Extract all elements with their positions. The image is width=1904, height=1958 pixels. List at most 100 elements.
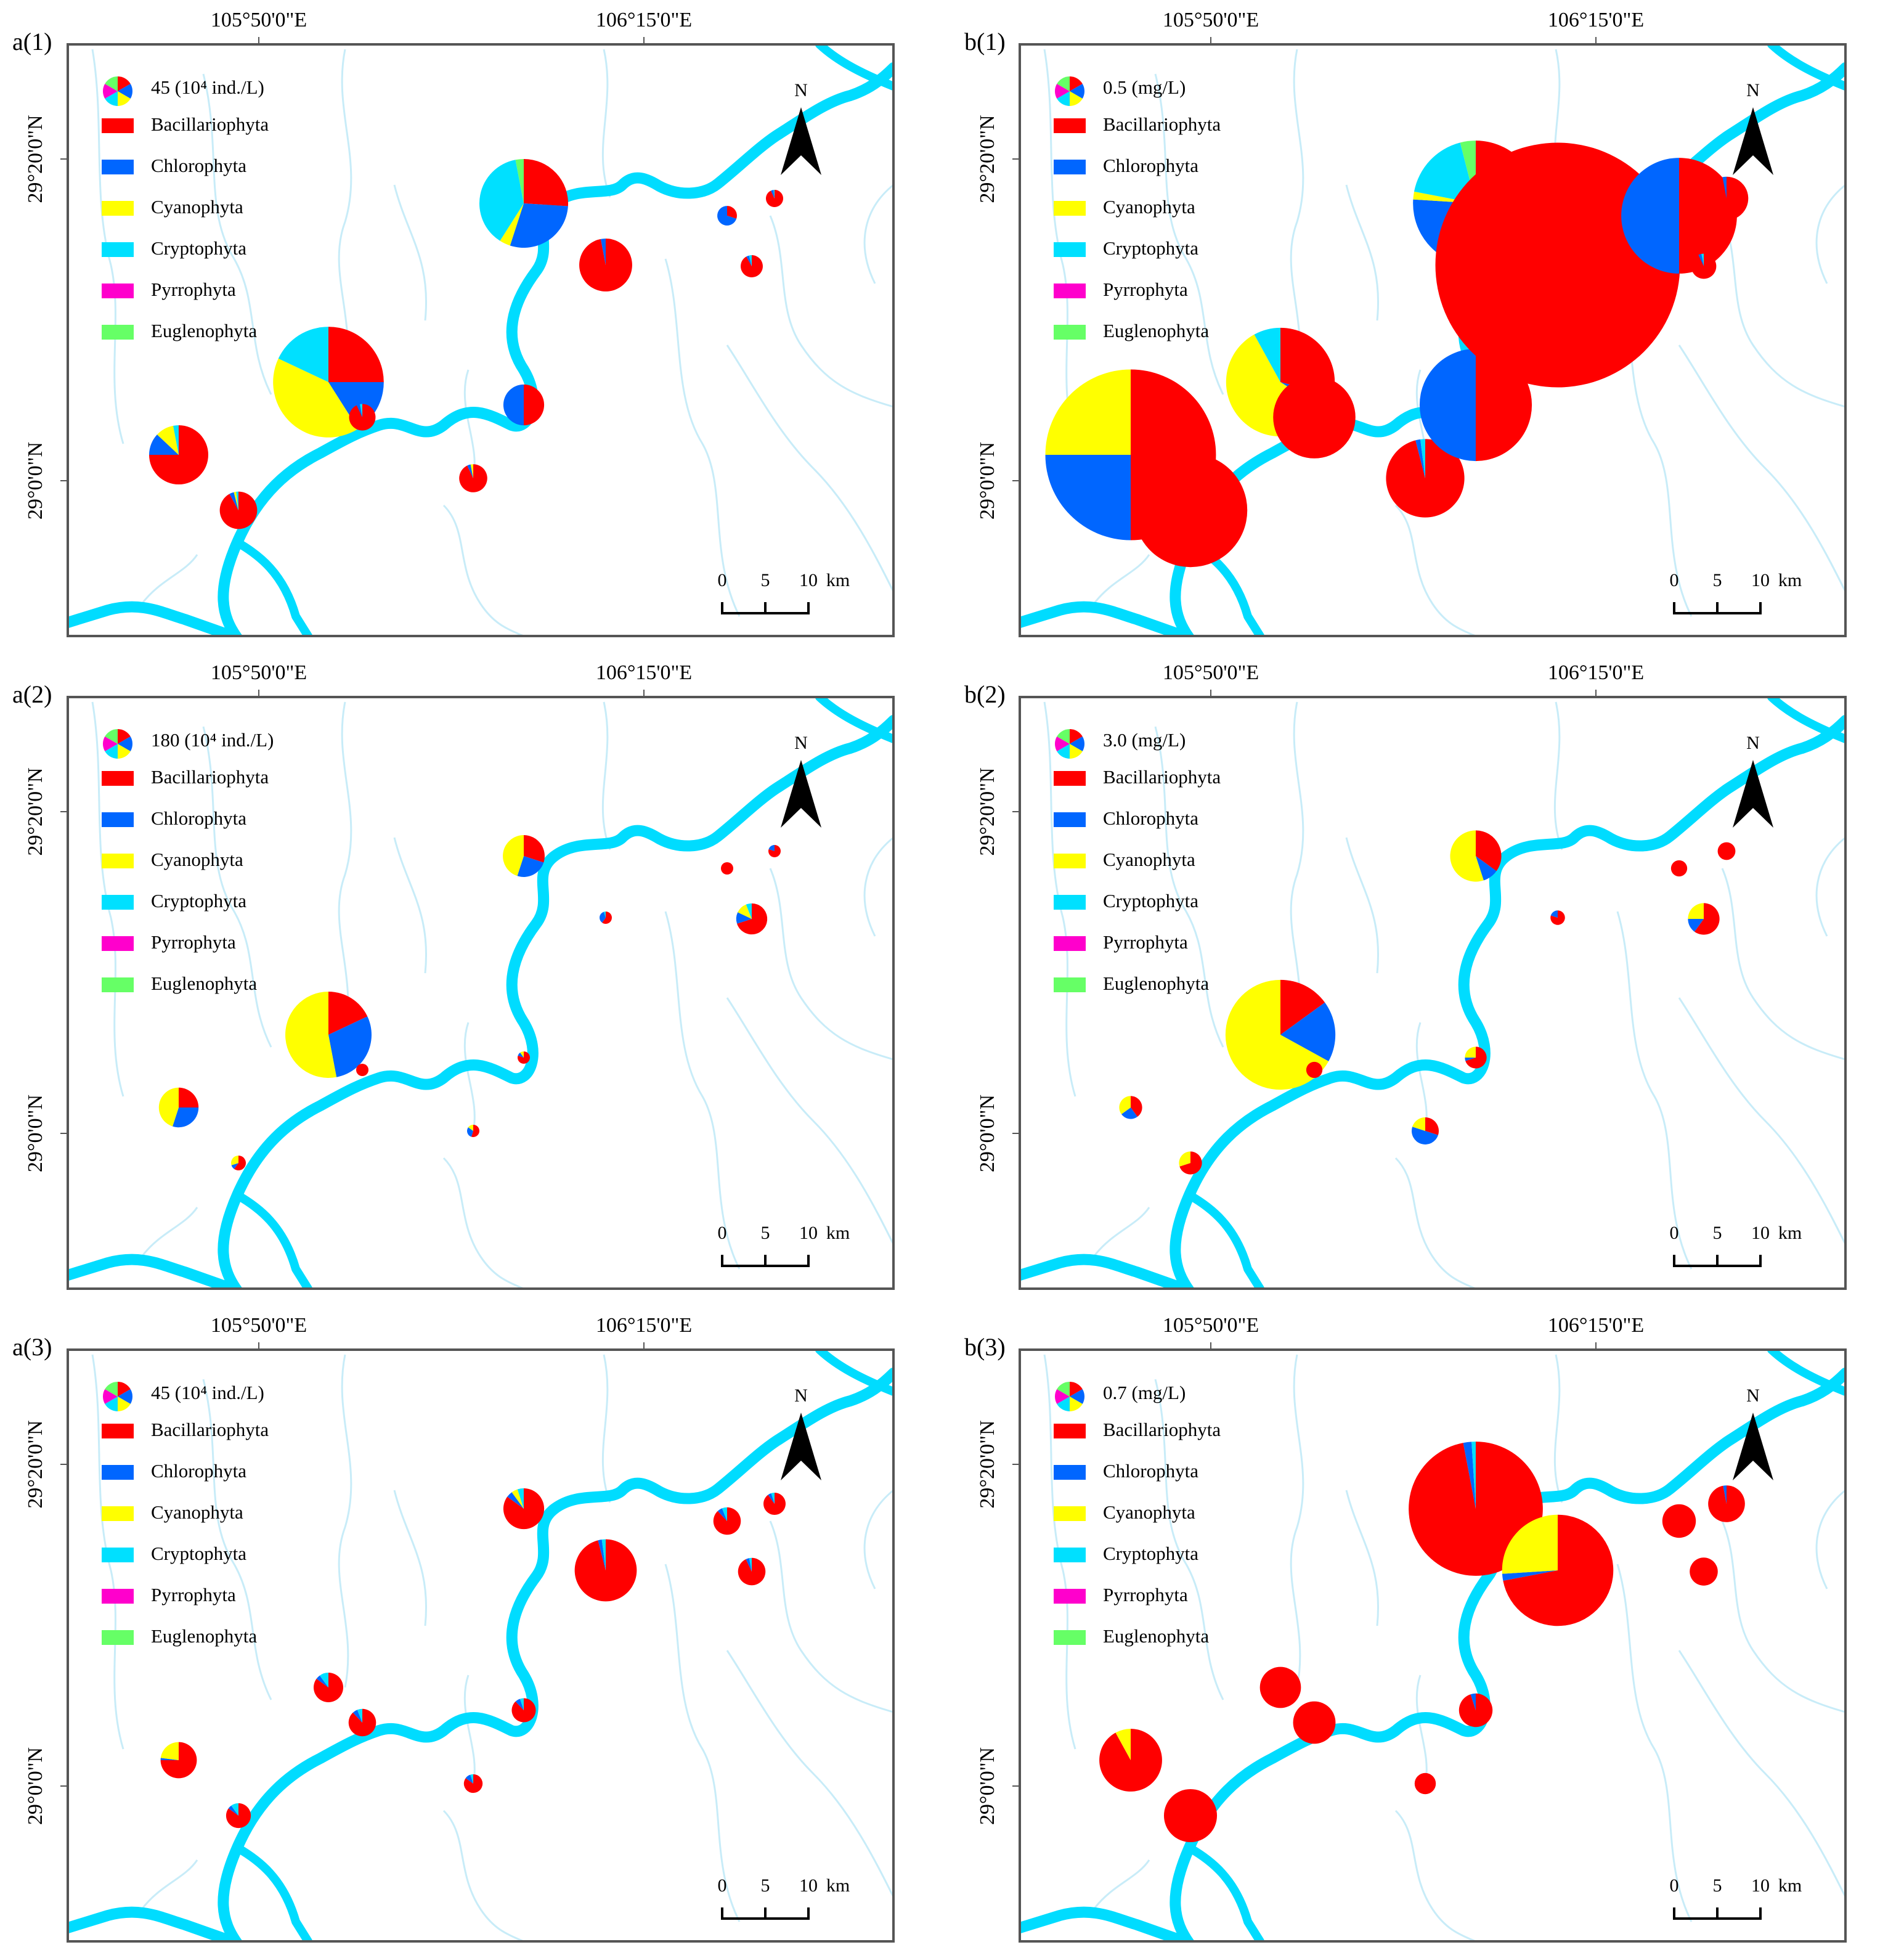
north-label: N	[1746, 80, 1760, 100]
stream-line	[1721, 215, 1845, 408]
pie-s6-slice-bacillariophyta	[524, 384, 545, 426]
pie-s7-slice-euglenophyta	[515, 159, 524, 203]
pie-s5-slice-chlorophyta	[1415, 439, 1425, 478]
legend-swatch	[102, 1630, 134, 1645]
legend-label: Euglenophyta	[1103, 1625, 1210, 1647]
reference-pie-slice-pyrrophyta	[1055, 84, 1070, 99]
legend-label: Pyrrophyta	[1103, 931, 1188, 953]
pie-s1-slice-cryptophyta	[173, 425, 179, 455]
pie-s5-slice-chlorophyta	[465, 1774, 473, 1784]
pie-s7-slice-bacillariophyta	[524, 159, 568, 206]
pie-s10-slice-cryptophyta	[749, 1557, 752, 1572]
main-river	[68, 62, 893, 636]
pie-s7	[503, 1488, 545, 1530]
scale-label: 5	[760, 1875, 770, 1896]
pie-s9	[721, 862, 733, 875]
legend-reference-value: 0.5 (mg/L)	[1103, 76, 1186, 98]
stream-line	[769, 868, 893, 1061]
pie-s11	[766, 190, 783, 207]
pie-s3	[1259, 1666, 1301, 1708]
stream-line	[1043, 49, 1076, 444]
panel-title: a(2)	[12, 680, 52, 708]
longitude-label: 105°50'0"E	[210, 9, 307, 31]
pie-s10-slice-chlorophyta	[1688, 919, 1704, 932]
pie-s2-slice-chlorophyta	[231, 1163, 238, 1169]
legend-swatch	[102, 325, 134, 340]
pie-s3-slice-bacillariophyta	[328, 992, 368, 1035]
pie-s3-slice-bacillariophyta	[1259, 1666, 1301, 1708]
pie-s9-slice-bacillariophyta	[721, 862, 733, 875]
latitude-label: 29°20'0"N	[24, 767, 47, 856]
scale-label: km	[1778, 570, 1802, 590]
longitude-label: 106°15'0"E	[595, 661, 693, 684]
pie-s4	[1273, 376, 1356, 459]
latitude-label: 29°0'0"N	[24, 441, 47, 520]
pie-s5	[1412, 1117, 1439, 1144]
pie-s5-slice-chlorophyta	[467, 1127, 473, 1137]
stream-line	[91, 701, 124, 1097]
legend-swatch	[1054, 812, 1086, 827]
legend-swatch	[102, 854, 134, 868]
pie-s1-slice-chlorophyta	[160, 1758, 179, 1760]
stream-line	[338, 701, 352, 1035]
stream-line	[1678, 997, 1845, 1245]
pie-s7-slice-cryptophyta	[479, 160, 524, 241]
stream-line	[1154, 726, 1224, 1048]
scale-label: 10	[1751, 1875, 1770, 1896]
pie-s4	[349, 404, 376, 431]
stream-line	[1345, 837, 1380, 974]
stream-line	[1394, 1809, 1476, 1941]
pie-s7	[503, 835, 545, 877]
legend-label: Chlorophyta	[1103, 807, 1198, 829]
pie-s1-slice-cyanophyta	[1119, 1096, 1131, 1114]
legend-swatch	[1054, 1630, 1086, 1645]
reference-pie-slice-cyanophyta	[1070, 91, 1083, 106]
pie-s5	[459, 464, 487, 492]
latitude-label: 29°20'0"N	[24, 115, 47, 203]
pie-s9	[1621, 158, 1737, 274]
pie-s5-slice-bacillariophyta	[471, 1125, 479, 1137]
map-frame	[67, 43, 895, 637]
scale-label: 10	[799, 1223, 818, 1243]
legend-label: Bacillariophyta	[1103, 113, 1221, 135]
pie-s2	[219, 491, 258, 529]
latitude-label: 29°0'0"N	[24, 1747, 47, 1825]
pie-s7-slice-chlorophyta	[510, 203, 568, 248]
pie-s3-slice-cyanophyta	[285, 992, 337, 1078]
pie-s2-slice-bacillariophyta	[1163, 1789, 1218, 1843]
legend-label: Euglenophyta	[151, 973, 258, 994]
pie-s3-slice-cryptophyta	[1254, 327, 1280, 382]
legend-label: Cyanophyta	[151, 849, 243, 870]
scale-bar: 0 5 10 km	[1667, 1223, 1827, 1291]
pie-s6-slice-bacillariophyta	[511, 1698, 536, 1723]
reference-pie-slice-cyanophyta	[118, 91, 131, 106]
legend-swatch	[102, 242, 134, 257]
legend-swatch	[1054, 936, 1086, 951]
legend-swatch	[102, 895, 134, 910]
river-branch	[815, 44, 893, 91]
pie-s2	[226, 1803, 251, 1829]
pie-s10	[1691, 253, 1717, 279]
pie-s6-slice-cyanophyta	[520, 1051, 524, 1058]
pie-s7-slice-chlorophyta	[1476, 856, 1497, 881]
legend-swatch	[1054, 1548, 1086, 1562]
scale-label: 0	[1669, 1875, 1679, 1896]
north-label: N	[794, 733, 808, 753]
pie-s9-slice-chlorophyta	[1621, 158, 1679, 274]
reference-pie-slice-cryptophyta	[1057, 744, 1070, 759]
pie-s6	[1465, 1046, 1487, 1069]
main-river	[68, 715, 893, 1289]
pie-s8-slice-chlorophyta	[1502, 1570, 1558, 1581]
reference-pie-slice-euglenophyta	[1057, 1382, 1070, 1397]
legend-label: Chlorophyta	[1103, 1460, 1198, 1482]
legend-label: Chlorophyta	[151, 1460, 246, 1482]
pie-s1	[1099, 1729, 1162, 1792]
pie-s11-slice-bacillariophyta	[763, 1493, 786, 1515]
stream-line	[140, 1207, 198, 1257]
pie-s11	[768, 845, 781, 857]
pie-s8-slice-cryptophyta	[603, 912, 606, 918]
legend-swatch	[102, 1548, 134, 1562]
legend-label: Cyanophyta	[1103, 1501, 1195, 1523]
pie-s10	[736, 903, 768, 935]
river-branch	[1185, 1191, 1264, 1289]
